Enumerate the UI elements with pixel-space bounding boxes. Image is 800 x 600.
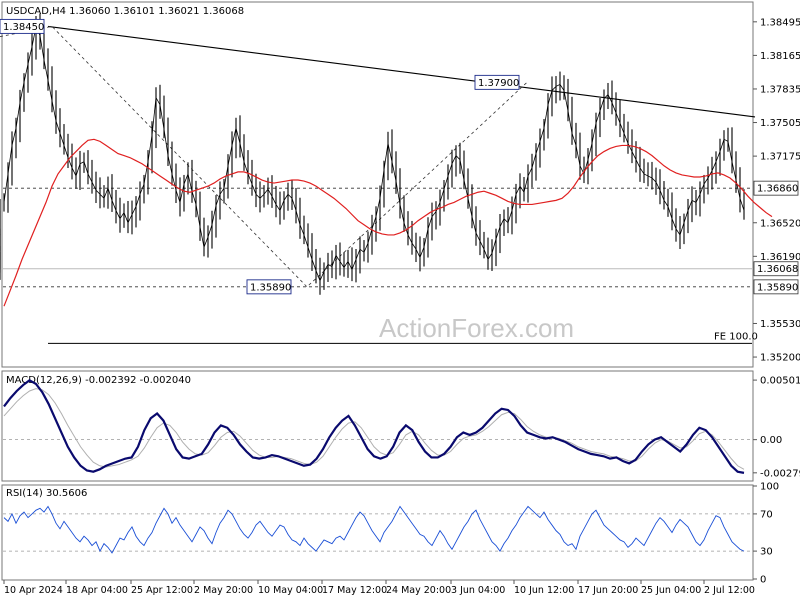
x-tick-label: 17 May 12:00 bbox=[322, 585, 387, 596]
moving-average-line bbox=[3, 138, 773, 307]
swing-label: 1.38450 bbox=[3, 22, 44, 33]
rsi-label: RSI(14) 30.5606 bbox=[6, 488, 87, 499]
swing-label: 1.35890 bbox=[250, 282, 291, 293]
level-label: 1.35890 bbox=[757, 282, 798, 293]
x-tick-label: 18 Apr 04:00 bbox=[66, 585, 128, 596]
fe-label: FE 100.0 bbox=[714, 331, 758, 342]
swing-label-box bbox=[0, 18, 45, 34]
x-tick-label: 10 May 04:00 bbox=[258, 585, 323, 596]
price-layer: FE 100.0 1.38450 1.35890 1.37900 bbox=[0, 13, 773, 344]
swing-label: 1.37900 bbox=[478, 78, 519, 89]
price-line bbox=[3, 25, 745, 282]
watermark: ActionForex.com bbox=[379, 313, 574, 343]
x-tick-label: 25 Jun 04:00 bbox=[641, 585, 701, 596]
axis-layer: 1.38495 1.38165 1.37835 1.37505 1.37175 1.365… bbox=[3, 17, 800, 596]
rsi-y-tick-label: 0 bbox=[760, 575, 766, 586]
trendline bbox=[47, 25, 756, 118]
x-tick-label: 2 Jul 12:00 bbox=[704, 585, 755, 596]
x-tick-label: 17 Jun 20:00 bbox=[578, 585, 638, 596]
x-tick-label: 10 Jun 12:00 bbox=[514, 585, 574, 596]
current-price-label: 1.36068 bbox=[757, 264, 798, 275]
current-price-box bbox=[753, 261, 799, 277]
rsi-y-tick-label: 70 bbox=[760, 509, 773, 520]
swing-path bbox=[0, 25, 528, 288]
macd-layer bbox=[3, 379, 752, 474]
x-tick-label: 10 Apr 2024 bbox=[4, 585, 63, 596]
price-y-tick-label: 1.37175 bbox=[760, 152, 800, 163]
macd-signal-line bbox=[3, 388, 745, 470]
price-y-tick-label: 1.36190 bbox=[760, 252, 800, 263]
rsi-y-tick-label: 100 bbox=[760, 482, 779, 493]
price-panel-frame bbox=[1, 1, 754, 368]
price-y-tick-label: 1.36520 bbox=[760, 218, 800, 229]
level-label: 1.36860 bbox=[757, 184, 798, 195]
price-y-tick-label: 1.37835 bbox=[760, 84, 800, 95]
rsi-y-tick-label: 30 bbox=[760, 547, 773, 558]
macd-line bbox=[3, 379, 745, 474]
chart-title: USDCAD,H4 1.36060 1.36101 1.36021 1.3606… bbox=[6, 6, 244, 17]
price-y-tick-label: 1.38165 bbox=[760, 51, 800, 62]
x-tick-label: 24 May 20:00 bbox=[386, 585, 451, 596]
macd-y-tick-label: 0.00 bbox=[760, 435, 782, 446]
x-tick-label: 3 Jun 04:00 bbox=[451, 585, 505, 596]
macd-y-tick-label: -0.002795 bbox=[760, 468, 800, 479]
macd-label: MACD(12,26,9) -0.002392 -0.002040 bbox=[6, 375, 191, 386]
price-y-tick-label: 1.37505 bbox=[760, 118, 800, 129]
price-y-tick-label: 1.35200 bbox=[760, 353, 800, 364]
macd-y-tick-label: 0.005018 bbox=[760, 376, 800, 387]
rsi-layer bbox=[3, 505, 752, 554]
price-y-tick-label: 1.35530 bbox=[760, 319, 800, 330]
rsi-line bbox=[3, 505, 745, 554]
level-box bbox=[753, 279, 799, 295]
x-tick-label: 2 May 20:00 bbox=[194, 585, 253, 596]
swing-label-box bbox=[246, 279, 292, 295]
swing-label-box bbox=[474, 74, 520, 90]
macd-panel-frame bbox=[1, 370, 754, 482]
rsi-panel-frame bbox=[1, 484, 754, 581]
level-box bbox=[753, 180, 799, 196]
x-tick-label: 25 Apr 12:00 bbox=[131, 585, 193, 596]
price-y-tick-label: 1.38495 bbox=[760, 17, 800, 28]
